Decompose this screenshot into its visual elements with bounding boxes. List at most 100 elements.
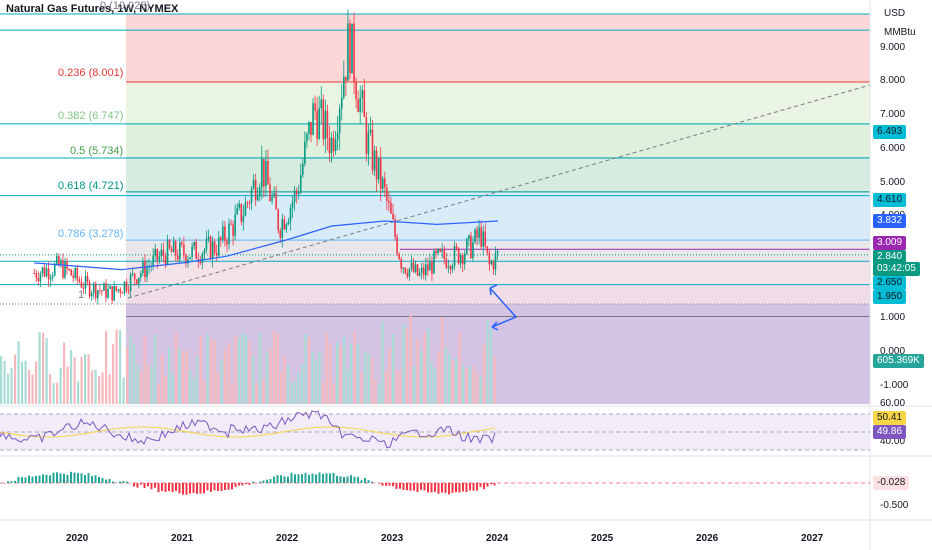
candle-body	[37, 278, 40, 282]
candle-body	[176, 255, 179, 260]
macd-bar	[357, 477, 359, 483]
macd-bar	[416, 483, 419, 493]
candle-body	[45, 268, 48, 277]
macd-bar	[325, 473, 328, 483]
candle-body	[195, 241, 197, 259]
macd-bar	[140, 483, 142, 485]
candle-body	[285, 224, 288, 230]
candle-body	[338, 108, 341, 133]
candle-body	[445, 258, 448, 268]
volume-bar	[346, 369, 349, 404]
volume-bar	[402, 323, 405, 404]
macd-bar	[364, 477, 366, 483]
macd-bar	[35, 475, 37, 483]
macd-bar	[458, 483, 461, 493]
candle-body	[39, 273, 42, 282]
macd-bar	[126, 481, 128, 483]
macd-bar	[241, 483, 244, 486]
candle-body	[166, 240, 169, 265]
symbol-title[interactable]: Natural Gas Futures, 1W, NYMEX	[6, 3, 179, 15]
macd-bar	[402, 483, 405, 490]
candle-body	[174, 241, 177, 256]
volume-bar	[490, 328, 493, 404]
macd-bar	[290, 472, 293, 483]
candle-body	[133, 273, 136, 280]
macd-bar	[465, 483, 468, 492]
macd-bar	[28, 475, 30, 483]
time-axis-tick: 2020	[66, 533, 89, 544]
volume-bar	[455, 358, 458, 404]
fib-label: 0.5 (5.734)	[70, 145, 124, 157]
macd-bar	[49, 475, 51, 483]
candle-body	[308, 122, 310, 134]
candle-body	[64, 261, 66, 278]
candle-body	[49, 277, 52, 280]
currency-label[interactable]: USD	[884, 8, 906, 19]
candle-body	[271, 196, 273, 202]
candle-body	[447, 266, 450, 268]
volume-bar	[24, 360, 27, 404]
candle-body	[449, 266, 452, 270]
macd-bar	[493, 483, 496, 486]
moving-average-line	[34, 220, 499, 271]
volume-bar	[262, 379, 265, 404]
candle-body	[197, 258, 200, 261]
candle-body	[263, 158, 265, 187]
volume-bar	[315, 360, 318, 404]
macd-bar	[161, 483, 163, 492]
unit-label[interactable]: MMBtu	[884, 27, 916, 38]
candle-body	[295, 190, 298, 195]
volume-bar	[465, 368, 468, 404]
macd-bar	[409, 483, 412, 491]
candle-body	[359, 97, 361, 112]
candle-body	[377, 157, 380, 180]
macd-bar	[210, 483, 212, 492]
volume-bar	[399, 370, 402, 404]
candle-body	[416, 264, 419, 276]
volume-bar	[388, 348, 391, 404]
candle-body	[226, 241, 228, 245]
candle-body	[168, 240, 171, 249]
macd-bar	[21, 477, 23, 483]
candle-body	[203, 249, 206, 255]
macd-bar	[220, 483, 223, 492]
volume-bar	[108, 374, 111, 404]
volume-bar	[126, 346, 129, 404]
candle-body	[398, 253, 400, 260]
candle-body	[310, 122, 312, 135]
macd-bar	[24, 477, 27, 483]
volume-bar	[94, 369, 97, 404]
macd-bar	[122, 481, 125, 483]
candle-body	[158, 256, 161, 261]
volume-bar	[199, 335, 202, 404]
volume-bar	[119, 330, 122, 404]
candle-body	[205, 238, 208, 250]
candle-body	[316, 110, 318, 139]
macd-bar	[91, 475, 93, 483]
macd-bar	[66, 474, 69, 483]
candle-body	[213, 241, 216, 253]
macd-bar	[269, 479, 272, 483]
candle-body	[328, 138, 331, 154]
candle-body	[189, 257, 191, 260]
candle-body	[252, 179, 255, 189]
volume-bar	[0, 356, 3, 404]
volume-bar	[483, 344, 486, 404]
volume-bar	[311, 351, 314, 404]
time-axis-tick: 2022	[276, 533, 299, 544]
volume-bar	[231, 382, 234, 404]
candle-body	[379, 157, 382, 189]
macd-bar	[483, 483, 485, 490]
price-axis-tick: 0.000	[880, 346, 906, 357]
macd-bar	[245, 483, 247, 485]
volume-bar	[21, 361, 24, 404]
candle-body	[302, 163, 304, 175]
candle-body	[322, 99, 325, 140]
price-tag: 03:42:05	[873, 262, 920, 276]
volume-bar	[84, 354, 87, 404]
candle-body	[418, 272, 421, 276]
macd-bar	[203, 483, 205, 494]
candle-body	[207, 236, 210, 239]
